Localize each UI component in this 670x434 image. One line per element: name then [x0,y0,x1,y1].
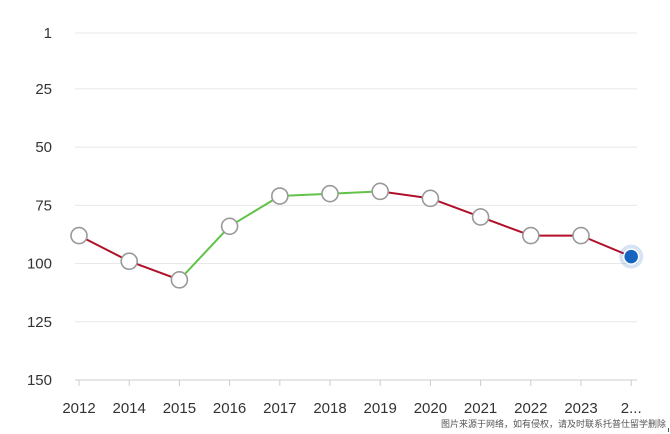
x-axis: 2012 2014 2015 2016 2017 2018 2019 2020 2021 2022… [62,379,642,417]
x-tick-label: 2016 [213,400,246,417]
line-segment [228,195,281,228]
x-tick-label: 2022 [514,400,547,417]
line-segment [128,260,181,281]
data-point [270,187,289,205]
line-segment [178,225,231,281]
y-tick-label: 125 [27,314,52,331]
x-tick-label: 2020 [414,400,447,417]
y-tick-label: 50 [35,139,52,156]
y-tick-label: 25 [35,81,52,98]
data-point [220,217,239,236]
y-tick-label: 150 [27,372,52,389]
watermark-tick [668,428,669,432]
line-segment [429,197,482,218]
x-tick-label: 2015 [163,400,196,417]
y-tick-label: 100 [27,256,52,273]
series-line [78,190,633,281]
data-point-latest [622,248,640,265]
grid-lines [75,32,637,323]
x-tick-label: 2014 [113,400,146,417]
data-point [321,184,339,203]
x-tick-label: 2... [621,400,642,417]
line-segment [479,215,532,237]
data-point [521,226,540,245]
data-point [170,271,189,289]
x-tick-label: 2018 [313,400,346,417]
line-segment [580,234,633,258]
y-tick-label: 1 [44,25,52,42]
x-tick-label: 2021 [464,400,497,417]
x-tick-label: 2017 [263,400,296,417]
data-point [471,208,490,226]
series-points [70,182,644,289]
data-point [572,226,590,245]
data-point [70,226,88,245]
watermark-text: 图片来源于网络，如有侵权，请及时联系托普仕留学删除 [440,420,666,430]
data-point [120,252,138,271]
y-tick-label: 75 [35,197,52,214]
data-point [421,189,440,208]
data-point [371,182,390,201]
x-tick-label: 2012 [62,400,95,417]
x-tick-label: 2019 [364,400,397,417]
x-tick-label: 2023 [564,400,597,417]
line-segment [78,234,131,263]
